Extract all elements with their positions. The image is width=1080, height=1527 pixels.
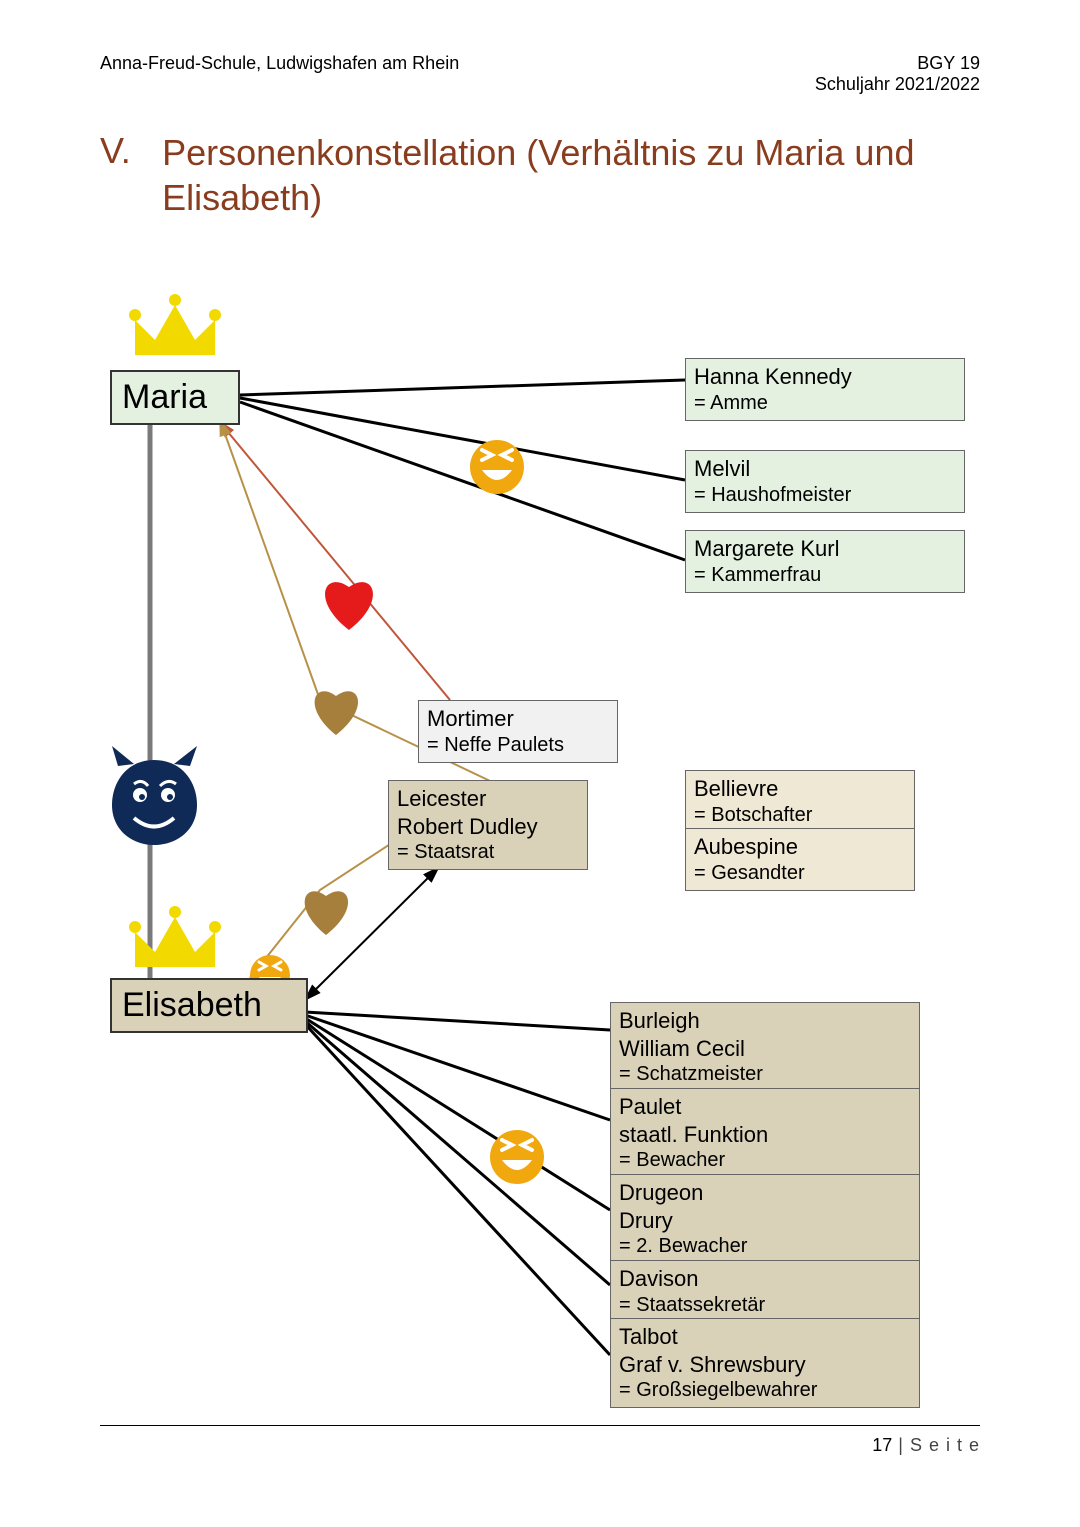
name: Drugeon xyxy=(619,1179,911,1207)
heart-icon xyxy=(315,691,358,735)
devil-icon xyxy=(112,746,197,845)
box-davison: Davison = Staatssekretär xyxy=(610,1260,920,1323)
name2: William Cecil xyxy=(619,1035,911,1063)
role: = Botschafter xyxy=(694,803,906,828)
footer-line xyxy=(100,1425,980,1426)
page-number: 17 xyxy=(872,1435,892,1455)
line-maria-hanna xyxy=(240,380,685,395)
label: Elisabeth xyxy=(122,986,262,1024)
role: = Gesandter xyxy=(694,861,906,886)
crown-icon xyxy=(129,294,221,355)
name: Talbot xyxy=(619,1323,911,1351)
role: = Bewacher xyxy=(619,1148,911,1173)
line-maria-margarete xyxy=(240,402,685,560)
line-elis-drugeon xyxy=(305,1018,610,1210)
header-left: Anna-Freud-Schule, Ludwigshafen am Rhein xyxy=(100,53,459,74)
name: Davison xyxy=(619,1265,911,1293)
name: Hanna Kennedy xyxy=(694,363,956,391)
header-right-line2: Schuljahr 2021/2022 xyxy=(815,74,980,95)
line-elis-leicester xyxy=(305,866,440,1000)
role: = Großsiegelbewahrer xyxy=(619,1378,911,1403)
role: = 2. Bewacher xyxy=(619,1234,911,1259)
page-label: S e i t e xyxy=(910,1435,980,1455)
box-aubespine: Aubespine = Gesandter xyxy=(685,828,915,891)
box-maria: Maria xyxy=(110,370,240,425)
name: Melvil xyxy=(694,455,956,483)
box-melvil: Melvil = Haushofmeister xyxy=(685,450,965,513)
name: Margarete Kurl xyxy=(694,535,956,563)
line-mortimer-maria xyxy=(218,420,450,700)
laugh-icon xyxy=(470,440,524,494)
page: Anna-Freud-Schule, Ludwigshafen am Rhein… xyxy=(0,0,1080,1527)
title: V. Personenkonstellation (Verhältnis zu … xyxy=(100,130,980,220)
name2: Drury xyxy=(619,1207,911,1235)
role: = Amme xyxy=(694,391,956,416)
box-leicester: Leicester Robert Dudley = Staatsrat xyxy=(388,780,588,870)
box-bellievre: Bellievre = Botschafter xyxy=(685,770,915,833)
box-mortimer: Mortimer = Neffe Paulets xyxy=(418,700,618,763)
heart-icon xyxy=(325,582,373,630)
line-maria-melvil xyxy=(240,398,685,480)
heart-icon xyxy=(305,891,348,935)
role: = Staatsrat xyxy=(397,840,579,865)
name2: Robert Dudley xyxy=(397,813,579,841)
title-text: Personenkonstellation (Verhältnis zu Mar… xyxy=(162,130,980,220)
header-right-line1: BGY 19 xyxy=(815,53,980,74)
role: = Schatzmeister xyxy=(619,1062,911,1087)
page-sep: | xyxy=(898,1435,910,1455)
line-elis-davison xyxy=(305,1021,610,1285)
box-elisabeth: Elisabeth xyxy=(110,978,308,1033)
header-right: BGY 19 Schuljahr 2021/2022 xyxy=(815,53,980,95)
line-elis-talbot xyxy=(305,1024,610,1355)
line-elis-burleigh xyxy=(305,1012,610,1030)
role: = Neffe Paulets xyxy=(427,733,609,758)
name2: staatl. Funktion xyxy=(619,1121,911,1149)
name: Bellievre xyxy=(694,775,906,803)
box-talbot: Talbot Graf v. Shrewsbury = Großsiegelbe… xyxy=(610,1318,920,1408)
box-burleigh: Burleigh William Cecil = Schatzmeister xyxy=(610,1002,920,1092)
box-hanna: Hanna Kennedy = Amme xyxy=(685,358,965,421)
line-elis-paulet xyxy=(305,1015,610,1120)
line-leicester-gold xyxy=(220,420,488,978)
role: = Haushofmeister xyxy=(694,483,956,508)
name: Mortimer xyxy=(427,705,609,733)
laugh-icon xyxy=(490,1130,544,1184)
name: Aubespine xyxy=(694,833,906,861)
title-number: V. xyxy=(100,130,162,172)
name: Paulet xyxy=(619,1093,911,1121)
role: = Kammerfrau xyxy=(694,563,956,588)
label: Maria xyxy=(122,378,207,416)
name: Leicester xyxy=(397,785,579,813)
box-paulet: Paulet staatl. Funktion = Bewacher xyxy=(610,1088,920,1178)
crown-icon xyxy=(129,906,221,967)
box-drugeon: Drugeon Drury = 2. Bewacher xyxy=(610,1174,920,1264)
role: = Staatssekretär xyxy=(619,1293,911,1318)
footer-text: 17 | S e i t e xyxy=(872,1435,980,1456)
box-margarete: Margarete Kurl = Kammerfrau xyxy=(685,530,965,593)
name: Burleigh xyxy=(619,1007,911,1035)
name2: Graf v. Shrewsbury xyxy=(619,1351,911,1379)
